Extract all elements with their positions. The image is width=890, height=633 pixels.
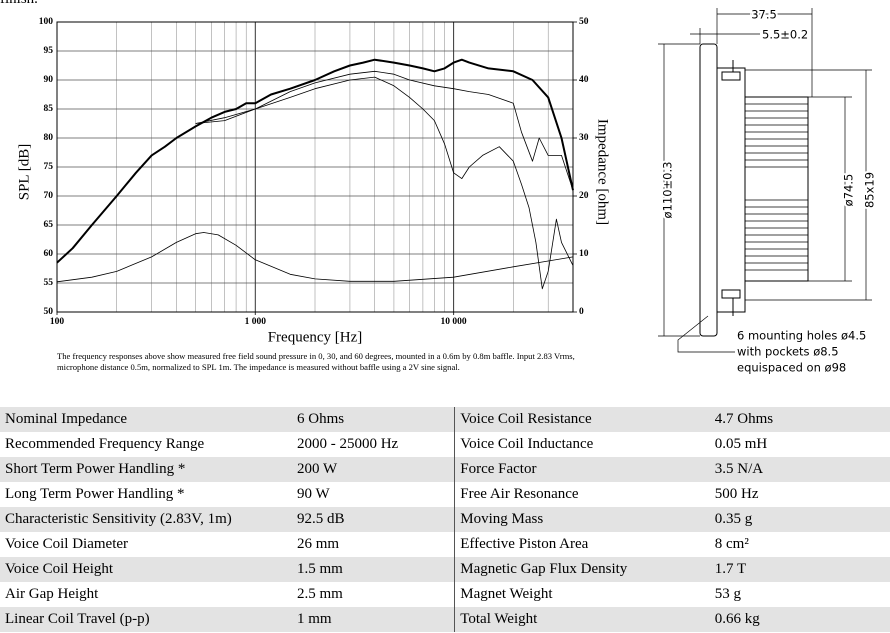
spec-label: Short Term Power Handling *: [0, 457, 292, 482]
x-tick-label: 100: [50, 317, 65, 327]
y-tick-label: 55: [44, 278, 54, 288]
dimension-label: 85x19: [863, 172, 877, 208]
spec-value: 1.7 T: [709, 557, 890, 582]
spec-value: 2000 - 25000 Hz: [296, 436, 399, 452]
spec-label: Total Weight: [454, 607, 710, 632]
dimension-label: 37.5: [751, 8, 777, 22]
spec-row: Recommended Frequency Range 2000 - 25000 …: [0, 432, 890, 457]
spec-row: Long Term Power Handling * 90 W Free Air R…: [0, 482, 890, 507]
spec-label: Recommended Frequency Range: [5, 436, 205, 452]
y-tick-label: 85: [44, 104, 54, 114]
y2-tick-label: 20: [579, 191, 589, 201]
speaker-outline: [699, 43, 809, 337]
spec-row: Air Gap Height 2.5 mm Magnet Weight 53 g: [0, 582, 890, 607]
y-tick-label: 65: [44, 220, 54, 230]
y-tick-label: 90: [44, 75, 54, 85]
spec-label: Air Gap Height: [5, 586, 99, 602]
spec-row: Nominal Impedance 6 Ohms Voice Coil Resist…: [0, 407, 890, 432]
spec-value: 8 cm²: [714, 536, 749, 552]
spec-value: 200 W: [291, 457, 455, 482]
spec-value: 1 mm: [291, 607, 455, 632]
y2-tick-label: 40: [579, 75, 589, 85]
spec-value: 90 W: [296, 486, 330, 502]
spec-row: Characteristic Sensitivity (2.83V, 1m) 92…: [0, 507, 890, 532]
spec-row: Short Term Power Handling * 200 W Force Fa…: [0, 457, 890, 482]
y-tick-label: 70: [44, 191, 54, 201]
spec-label: Long Term Power Handling *: [5, 486, 185, 502]
y2-tick-label: 10: [579, 249, 589, 259]
spec-label: Moving Mass: [454, 507, 710, 532]
spec-value: 26 mm: [296, 536, 340, 552]
spec-value: 92.5 dB: [291, 507, 455, 532]
note-line: 6 mounting holes ø4.5: [737, 329, 866, 343]
dimension-drawing: 37.5 5.5±0.2 ø110±0.3 ø74.5 85x19 6 moun…: [658, 6, 879, 375]
spec-label: Effective Piston Area: [454, 532, 710, 557]
spec-value: 53 g: [714, 586, 741, 602]
spec-label: Force Factor: [454, 457, 710, 482]
x-axis-label: Frequency [Hz]: [268, 329, 363, 345]
y-tick-label: 80: [44, 133, 54, 143]
spec-label: Voice Coil Inductance: [454, 432, 710, 457]
spec-value: 0.35 g: [709, 507, 890, 532]
dimension-lines: [658, 8, 872, 353]
caption: The frequency responses above show measu…: [57, 351, 575, 372]
spec-value: 0.05 mH: [714, 436, 768, 452]
dimension-label: ø110±0.3: [661, 162, 675, 219]
y-axis-label: SPL [dB]: [16, 144, 32, 201]
spec-label: Magnet Weight: [454, 582, 710, 607]
y-tick-label: 50: [44, 307, 54, 317]
spec-row: Voice Coil Height 1.5 mm Magnetic Gap Flux…: [0, 557, 890, 582]
spec-row: Linear Coil Travel (p-p) 1 mm Total Weight…: [0, 607, 890, 632]
spec-value: 3.5 N/A: [709, 457, 890, 482]
x-tick-label: 10 000: [441, 317, 467, 327]
spec-label: Nominal Impedance: [0, 407, 292, 432]
note-line: equispaced on ø98: [737, 361, 846, 375]
dimension-label: 5.5±0.2: [762, 28, 808, 42]
spec-value: 500 Hz: [714, 486, 759, 502]
spec-value: 4.7 Ohms: [709, 407, 890, 432]
spec-label: Voice Coil Resistance: [454, 407, 710, 432]
x-tick-label: 1 000: [245, 317, 267, 327]
y-tick-label: 75: [44, 162, 54, 172]
spec-row: Voice Coil Diameter 26 mm Effective Piston…: [0, 532, 890, 557]
y2-axis-label: Impedance [ohm]: [595, 119, 611, 225]
spec-label: Voice Coil Diameter: [5, 536, 129, 552]
y-tick-label: 60: [44, 249, 54, 259]
chart: Frequency [Hz] SPL [dB] Impedance [ohm] …: [16, 17, 611, 345]
y2-tick-label: 50: [579, 17, 589, 27]
spec-label: Magnetic Gap Flux Density: [454, 557, 710, 582]
spec-label: Linear Coil Travel (p-p): [0, 607, 292, 632]
dimension-label: ø74.5: [842, 174, 856, 207]
plot-frame: [56, 21, 574, 313]
spec-label: Voice Coil Height: [0, 557, 292, 582]
spec-table: Nominal Impedance 6 Ohms Voice Coil Resist…: [0, 407, 890, 632]
spec-value: 6 Ohms: [291, 407, 455, 432]
spec-value: 1.5 mm: [291, 557, 455, 582]
y2-tick-label: 0: [579, 307, 584, 317]
y-tick-label: 95: [44, 46, 54, 56]
y-tick-label: 100: [39, 17, 54, 27]
intro-text: finish.: [0, 0, 38, 8]
spec-value: 2.5 mm: [296, 586, 343, 602]
note-line: with pockets ø8.5: [737, 345, 839, 359]
series-line: [56, 58, 574, 264]
spec-label: Characteristic Sensitivity (2.83V, 1m): [0, 507, 292, 532]
spec-label: Free Air Resonance: [454, 482, 710, 507]
spec-value: 0.66 kg: [709, 607, 890, 632]
series-line: [195, 70, 574, 191]
series-line: [56, 232, 574, 283]
series-line: [195, 76, 574, 290]
magnet-fins: [745, 103, 808, 271]
y2-tick-label: 30: [579, 133, 589, 143]
